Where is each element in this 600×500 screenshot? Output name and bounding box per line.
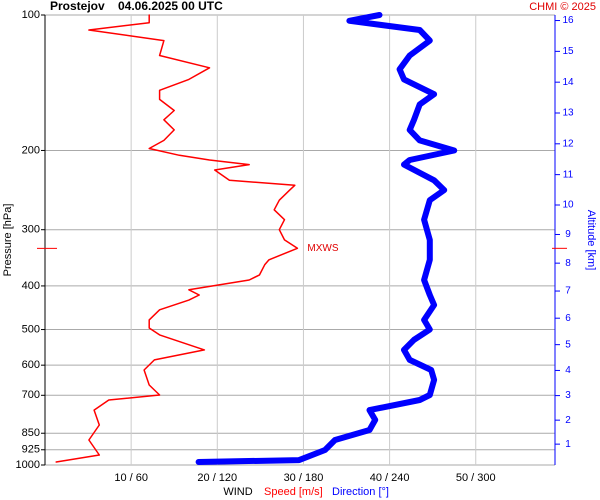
y2-tick-label: 6	[565, 313, 571, 324]
series-line	[55, 14, 299, 463]
y-tick-label: 925	[22, 444, 40, 456]
series-line	[195, 12, 458, 465]
y2-tick-label: 7	[565, 286, 571, 297]
y-tick-label: 200	[22, 144, 40, 156]
x-axis-label: WIND	[223, 486, 252, 498]
chart-subtitle: 04.06.2025 00 UTC	[118, 0, 223, 13]
y2-tick-label: 1	[565, 439, 571, 450]
chart-title: Prostejov	[50, 0, 105, 13]
y-tick-label: 500	[22, 323, 40, 335]
y-tick-label: 100	[22, 9, 40, 21]
y2-tick-label: 9	[565, 229, 571, 240]
legend-entry: Direction [°]	[332, 486, 389, 498]
y2-tick-label: 13	[562, 108, 574, 119]
y-tick-label: 700	[22, 389, 40, 401]
x-tick-label: 30 / 180	[284, 472, 324, 484]
y2-tick-label: 5	[565, 339, 571, 350]
y2-tick-label: 15	[562, 46, 574, 57]
y-tick-label: 600	[22, 359, 40, 371]
y2-tick-label: 3	[565, 390, 571, 401]
x-tick-label: 20 / 120	[197, 472, 237, 484]
y2-axis-label: Altitude [km]	[585, 210, 597, 271]
x-tick-label: 50 / 300	[456, 472, 496, 484]
y2-tick-label: 16	[562, 15, 574, 26]
y2-tick-label: 14	[562, 77, 574, 88]
y2-tick-label: 12	[562, 138, 574, 149]
credit: CHMI © 2025	[529, 1, 596, 13]
y2-tick-label: 8	[565, 258, 571, 269]
legend-entry: Speed [m/s]	[264, 486, 323, 498]
annotation: MXWS	[307, 243, 338, 254]
y-axis-label: Pressure [hPa]	[2, 204, 14, 277]
y2-tick-label: 10	[562, 200, 574, 211]
x-tick-label: 10 / 60	[114, 472, 148, 484]
y-tick-label: 300	[22, 224, 40, 236]
x-tick-label: 40 / 240	[370, 472, 410, 484]
y-tick-label: 400	[22, 280, 40, 292]
y2-tick-label: 11	[563, 169, 574, 180]
y2-tick-label: 4	[565, 365, 571, 376]
y2-tick-label: 2	[565, 415, 571, 426]
y-tick-label: 850	[22, 427, 40, 439]
y-tick-label: 1000	[16, 459, 40, 471]
